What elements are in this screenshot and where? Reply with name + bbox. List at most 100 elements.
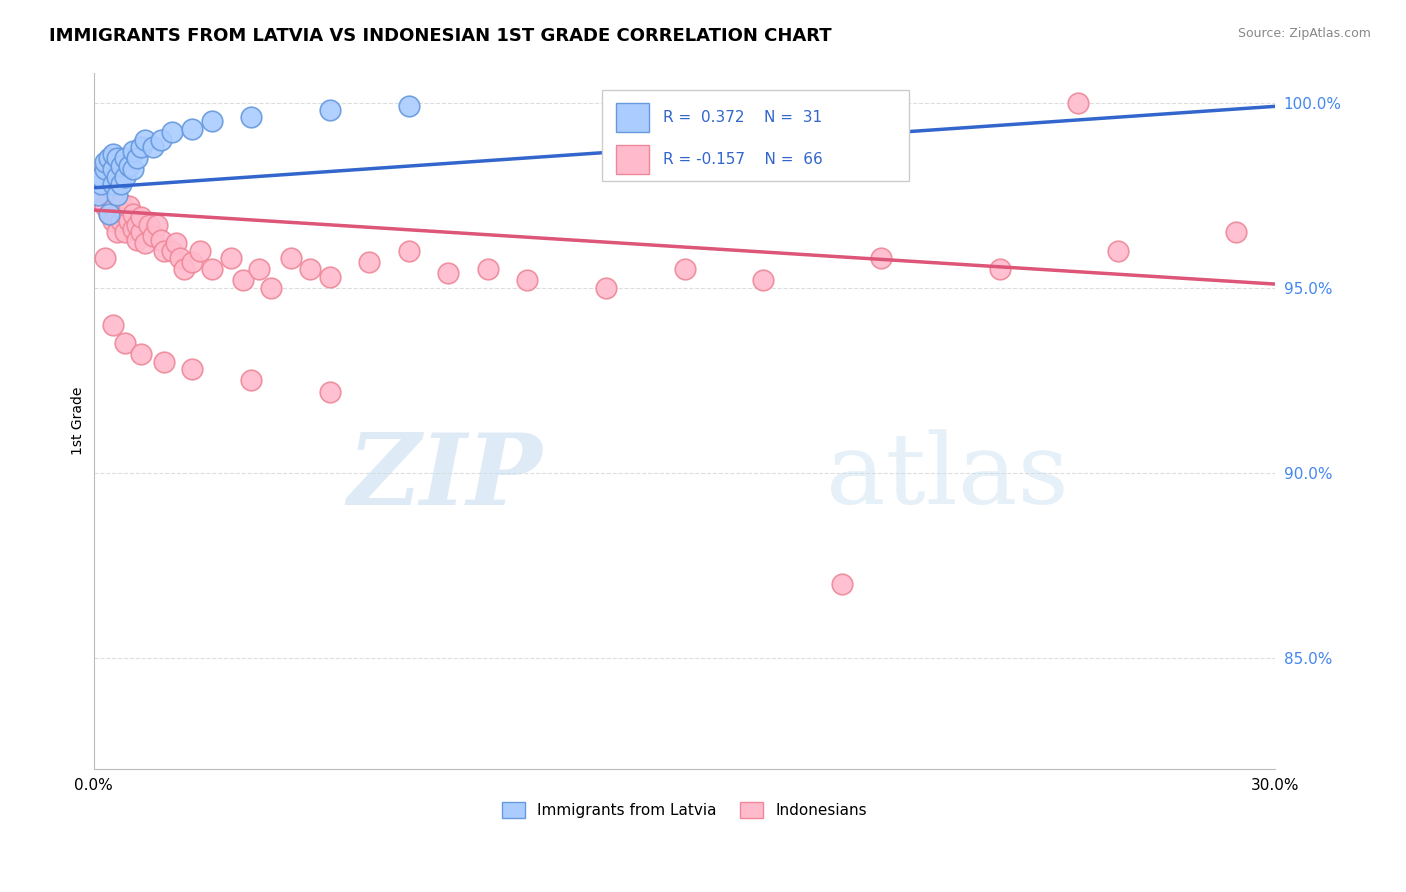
Point (437, 266, 460, 280)
Point (110, 195, 132, 210)
Point (129, 225, 152, 239)
Point (114, 151, 136, 165)
Point (94, 154, 117, 169)
Point (181, 121, 204, 136)
Point (260, 281, 283, 295)
Point (110, 214, 132, 228)
Point (319, 384, 342, 399)
Point (118, 214, 141, 228)
Point (138, 218, 160, 232)
Point (110, 177, 132, 191)
Text: Source: ZipAtlas.com: Source: ZipAtlas.com (1237, 27, 1371, 40)
Point (299, 262, 322, 277)
Point (516, 273, 538, 287)
Text: IMMIGRANTS FROM LATVIA VS INDONESIAN 1ST GRADE CORRELATION CHART: IMMIGRANTS FROM LATVIA VS INDONESIAN 1ST… (49, 27, 832, 45)
Point (319, 269, 342, 284)
Point (86, 188, 108, 202)
Point (319, 103, 342, 117)
Point (129, 211, 152, 225)
Point (90, 169, 112, 184)
Text: R =  0.372    N =  31: R = 0.372 N = 31 (664, 110, 823, 125)
Point (125, 151, 148, 165)
Point (114, 225, 136, 239)
Point (221, 251, 243, 265)
Point (110, 159, 132, 173)
Point (1107, 244, 1129, 258)
Point (94, 251, 117, 265)
Point (105, 151, 128, 165)
Point (103, 199, 125, 213)
Point (181, 362, 204, 376)
Point (201, 114, 224, 128)
Point (142, 140, 165, 154)
Point (134, 236, 156, 251)
Point (1225, 225, 1247, 239)
Point (752, 273, 775, 287)
Point (105, 207, 128, 221)
Point (153, 355, 176, 369)
Text: atlas: atlas (827, 429, 1069, 524)
Point (165, 236, 187, 251)
Point (134, 133, 156, 147)
Point (129, 140, 152, 154)
Point (247, 262, 270, 277)
FancyBboxPatch shape (602, 90, 910, 181)
Point (240, 111, 263, 125)
Point (129, 347, 152, 361)
Point (118, 159, 141, 173)
Point (118, 199, 141, 213)
Point (201, 262, 224, 277)
Point (90, 169, 112, 184)
Point (94, 181, 117, 195)
Point (103, 214, 125, 228)
Point (181, 255, 204, 269)
Point (103, 318, 125, 332)
Point (673, 262, 696, 277)
Point (98, 207, 121, 221)
Point (114, 169, 136, 184)
Text: ZIP: ZIP (347, 428, 543, 525)
Text: R = -0.157    N =  66: R = -0.157 N = 66 (664, 152, 823, 167)
Bar (616, 145, 650, 174)
Point (1067, 95, 1090, 110)
Point (595, 281, 617, 295)
Point (103, 147, 125, 161)
Point (149, 133, 172, 147)
Point (114, 207, 136, 221)
Point (90, 177, 112, 191)
Point (122, 207, 145, 221)
Point (359, 255, 381, 269)
Point (103, 185, 125, 199)
Point (477, 262, 499, 277)
Point (188, 244, 211, 258)
Point (240, 373, 263, 387)
Point (125, 218, 148, 232)
Point (105, 169, 128, 184)
Point (114, 336, 136, 351)
Point (122, 162, 145, 177)
Point (149, 233, 172, 247)
Legend: Immigrants from Latvia, Indonesians: Immigrants from Latvia, Indonesians (496, 797, 873, 824)
Point (153, 244, 176, 258)
Point (90, 188, 112, 202)
Point (94, 199, 117, 213)
Point (98, 207, 121, 221)
Y-axis label: 1st Grade: 1st Grade (72, 387, 86, 455)
Point (988, 262, 1011, 277)
Point (105, 188, 128, 202)
Point (103, 177, 125, 191)
Point (398, 99, 420, 113)
Point (122, 221, 145, 235)
Point (142, 229, 165, 244)
Point (169, 251, 191, 265)
Point (280, 251, 302, 265)
Bar (616, 103, 650, 132)
Point (86, 177, 108, 191)
Point (398, 244, 420, 258)
Point (98, 188, 121, 202)
Point (162, 244, 184, 258)
Point (103, 162, 125, 177)
Point (125, 233, 148, 247)
Point (162, 125, 184, 139)
Point (105, 225, 128, 239)
